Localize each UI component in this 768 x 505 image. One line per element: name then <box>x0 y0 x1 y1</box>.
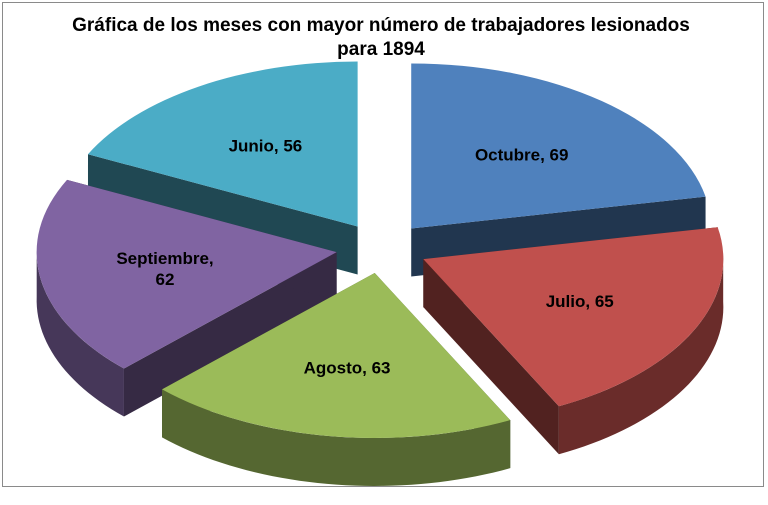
slice-label-septiembre-line-1: Septiembre, <box>116 249 213 268</box>
slice-agosto <box>162 272 511 486</box>
slice-septiembre <box>36 179 337 417</box>
slice-septiembre-outer-wall <box>36 248 124 417</box>
slice-agosto-top <box>162 272 511 438</box>
slice-label-junio-line-1: Junio, 56 <box>229 136 303 155</box>
slice-label-julio: Julio, 65 <box>546 292 614 311</box>
slice-septiembre-wall-start <box>123 252 337 417</box>
slice-agosto-outer-wall <box>162 389 511 486</box>
slice-julio-wall-end <box>423 259 559 455</box>
chart-title-line-1: Gráfica de los meses con mayor número de… <box>72 15 690 36</box>
slice-julio-top <box>423 227 724 407</box>
slice-junio-top <box>87 61 358 227</box>
slice-octubre-top <box>411 63 706 229</box>
slice-label-octubre: Octubre, 69 <box>475 146 569 165</box>
slice-label-agosto: Agosto, 63 <box>304 358 391 377</box>
slice-label-septiembre: Septiembre, 62 <box>116 249 213 289</box>
slice-label-junio: Junio, 56 <box>229 136 303 155</box>
slice-julio <box>423 227 724 455</box>
slice-septiembre-top <box>36 179 337 369</box>
slice-label-agosto-line-1: Agosto, 63 <box>304 358 391 377</box>
slice-label-octubre-line-1: Octubre, 69 <box>475 146 569 165</box>
slice-julio-outer-wall <box>558 253 724 455</box>
slice-label-septiembre-line-2: 62 <box>156 270 175 289</box>
slice-label-julio-line-1: Julio, 65 <box>546 292 614 311</box>
chart-title: Gráfica de los meses con mayor número de… <box>0 14 762 62</box>
chart-title-line-2: para 1894 <box>337 39 425 60</box>
